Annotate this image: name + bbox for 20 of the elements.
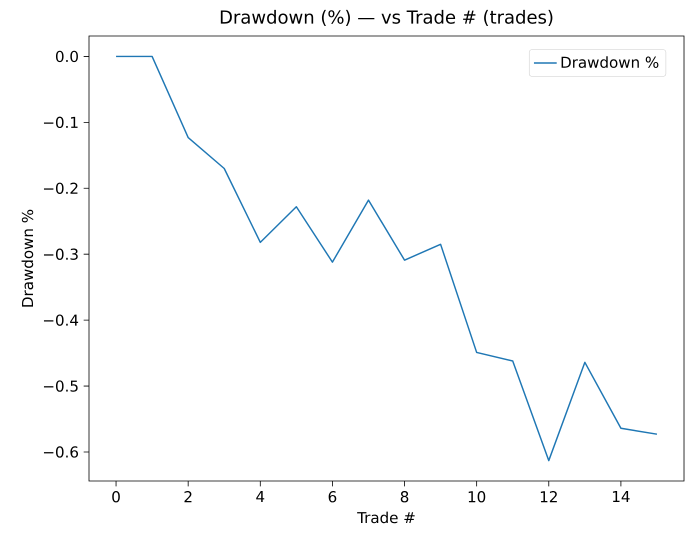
x-tick-label: 14 <box>612 491 630 502</box>
x-tick-label: 12 <box>540 491 557 502</box>
x-axis-title: Trade # <box>357 512 415 524</box>
legend-label: Drawdown % <box>562 56 658 68</box>
x-tick-label: 4 <box>256 491 264 502</box>
line-series <box>115 56 658 462</box>
y-tick-label: −0.1 <box>44 116 78 128</box>
x-tick-label: 2 <box>184 491 192 502</box>
y-axis-title: Drawdown % <box>22 210 34 307</box>
x-tick-label: 6 <box>328 491 336 502</box>
y-tick-label: −0.5 <box>44 380 78 392</box>
x-tick-label: 8 <box>400 491 408 502</box>
chart-title: Drawdown (%) — vs Trade # (trades) <box>220 10 552 26</box>
y-tick-label: 0.0 <box>56 50 78 62</box>
x-tick-label: 10 <box>468 491 486 502</box>
y-tick-label: −0.3 <box>44 248 78 260</box>
y-tick-label: −0.6 <box>44 446 78 458</box>
y-tick-label: −0.2 <box>44 182 78 194</box>
y-tick-label: −0.4 <box>44 314 78 326</box>
x-tick-label: 0 <box>112 491 120 502</box>
